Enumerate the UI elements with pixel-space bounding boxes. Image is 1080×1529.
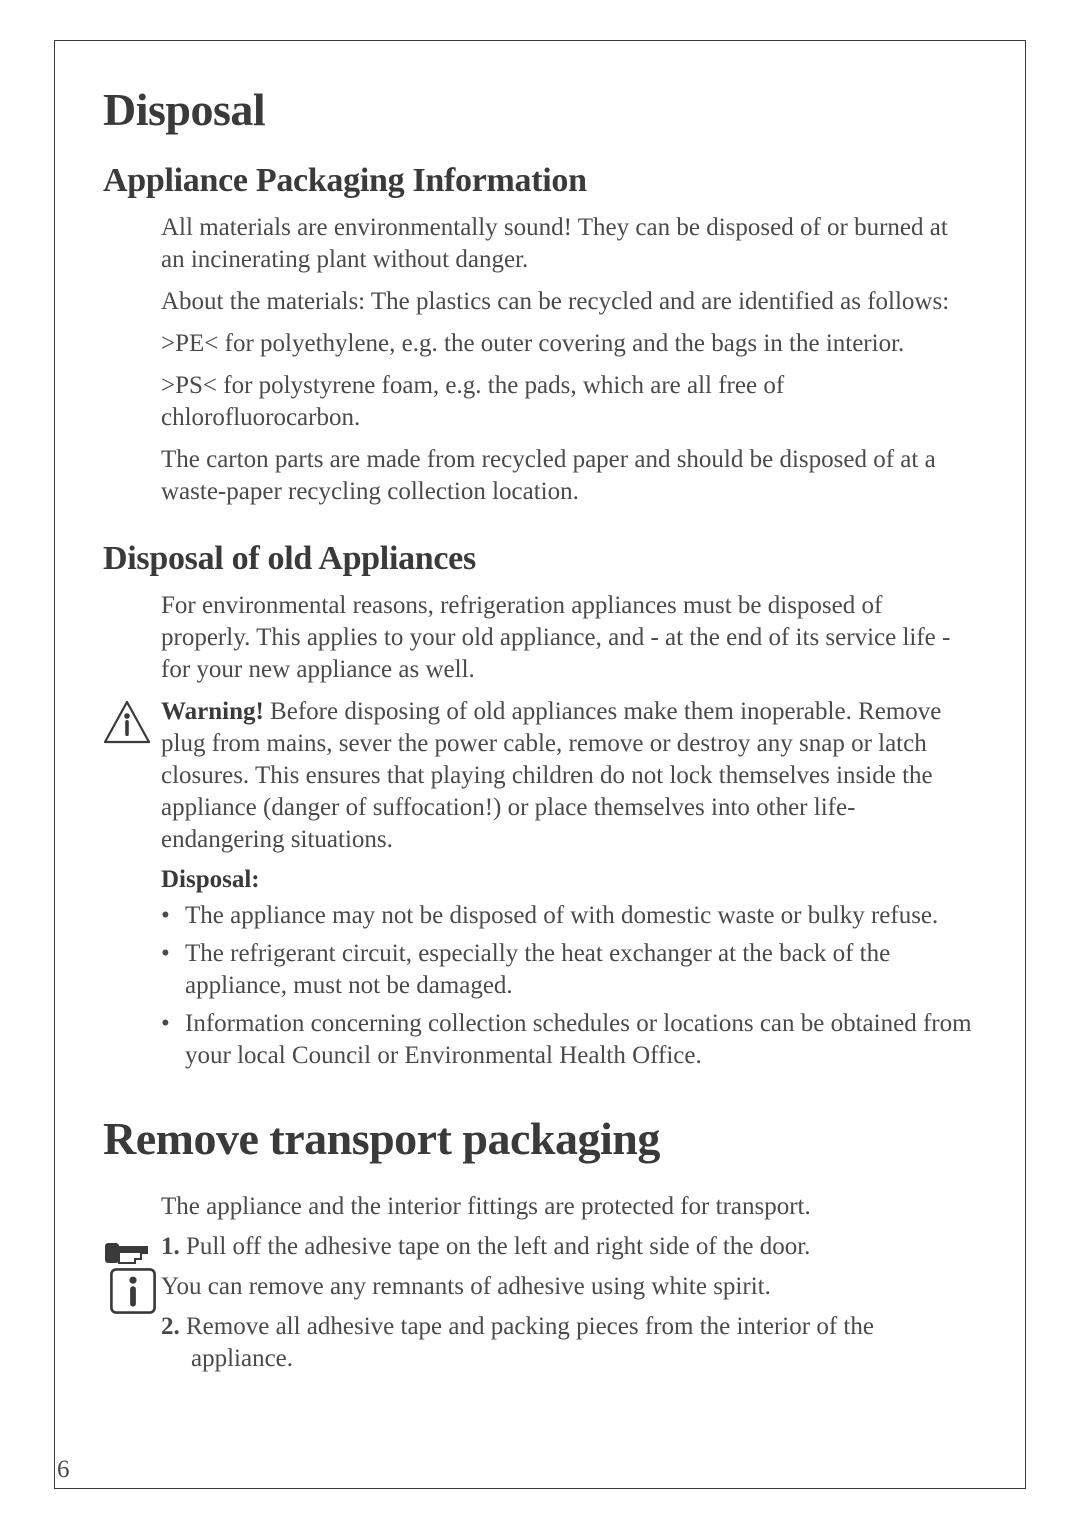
paragraph: >PE< for polyethylene, e.g. the outer co… [161,328,977,360]
info-block: You can remove any remnants of adhesive … [103,1271,977,1303]
disposal-bullet-list: The appliance may not be disposed of wit… [161,900,977,1072]
heading-old-appliances: Disposal of old Appliances [103,540,977,578]
heading-disposal: Disposal [103,83,977,136]
page-frame: Disposal Appliance Packaging Information… [54,40,1026,1489]
step-text: Pull off the adhesive tape on the left a… [180,1233,811,1260]
warning-block: Warning! Before disposing of old applian… [103,696,977,856]
paragraph: >PS< for polystyrene foam, e.g. the pads… [161,370,977,434]
step-text: Remove all adhesive tape and packing pie… [180,1313,874,1372]
step-item: 2. Remove all adhesive tape and packing … [161,1311,977,1375]
paragraph: All materials are environmentally sound!… [161,212,977,276]
page-number: 6 [57,1456,70,1484]
paragraph: About the materials: The plastics can be… [161,286,977,318]
list-item: The refrigerant circuit, especially the … [161,938,977,1002]
info-box-icon [109,1267,149,1307]
disposal-subhead: Disposal: [161,866,977,894]
warning-triangle-icon [103,698,151,746]
warning-paragraph: Warning! Before disposing of old applian… [161,696,977,856]
paragraph: The carton parts are made from recycled … [161,444,977,508]
list-item: The appliance may not be disposed of wit… [161,900,977,932]
list-item: Information concerning collection schedu… [161,1008,977,1072]
step-1-block: 1. Pull off the adhesive tape on the lef… [103,1231,977,1263]
info-paragraph: You can remove any remnants of adhesive … [161,1271,977,1303]
paragraph: For environmental reasons, refrigeration… [161,590,977,686]
page-content: Disposal Appliance Packaging Information… [103,83,977,1375]
heading-transport: Remove transport packaging [103,1112,977,1165]
paragraph: The appliance and the interior fittings … [161,1191,977,1223]
step-number: 1. [161,1233,180,1260]
warning-body: Before disposing of old appliances make … [161,698,941,853]
warning-label: Warning! [161,698,270,725]
heading-packaging-info: Appliance Packaging Information [103,162,977,200]
step-item: 1. Pull off the adhesive tape on the lef… [161,1231,977,1263]
step-number: 2. [161,1313,180,1340]
